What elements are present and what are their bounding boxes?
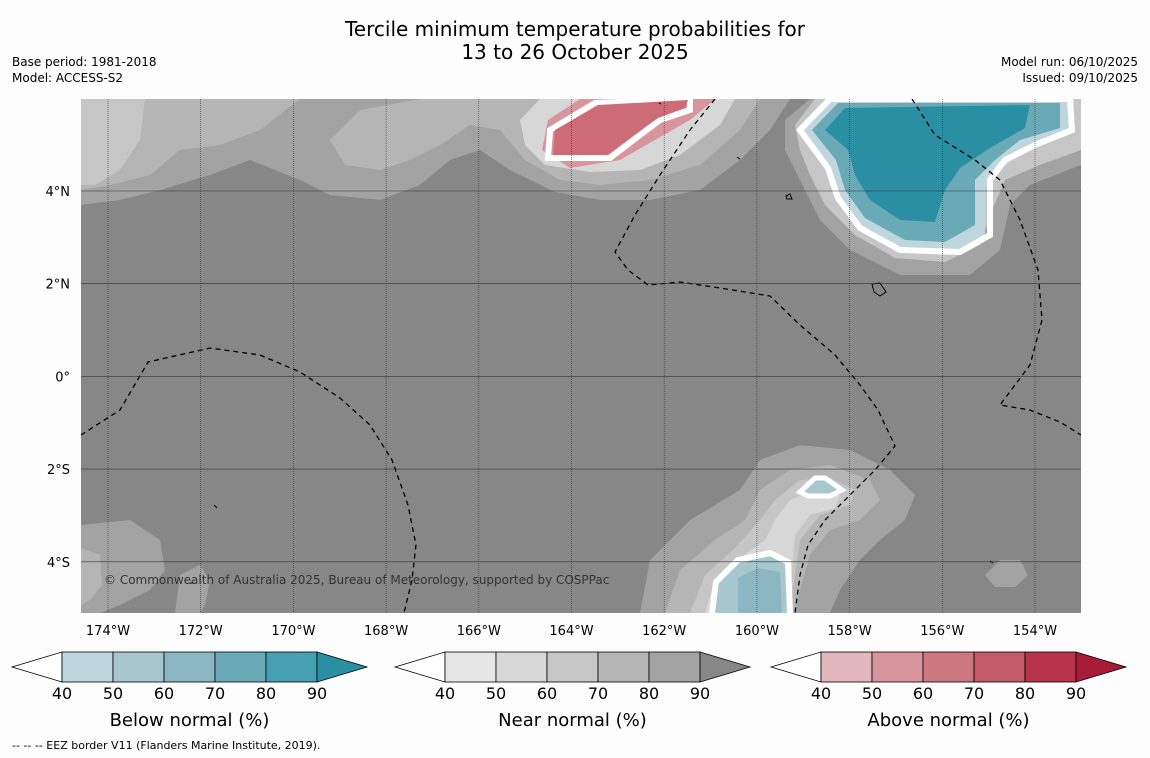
legends: 40 50 60 70 80 90 Below normal (%) 40 50 60 70 80 90… bbox=[10, 651, 1128, 731]
model-name: Model: ACCESS-S2 bbox=[12, 71, 124, 85]
colorbar-tick-label: 70 bbox=[205, 684, 225, 703]
colorbar-segment bbox=[444, 651, 497, 683]
colorbar-3: 40 50 60 70 80 90 Above normal (%) bbox=[769, 651, 1128, 731]
colorbar-segment bbox=[61, 651, 114, 683]
colorbar-low-extension bbox=[393, 651, 446, 683]
longitude-tick-label: 164°W bbox=[549, 624, 593, 639]
colorbar-segment bbox=[973, 651, 1026, 683]
longitude-tick-label: 160°W bbox=[735, 624, 779, 639]
longitude-tick-label: 162°W bbox=[642, 624, 686, 639]
above-normal-contour bbox=[544, 99, 693, 161]
latitude-tick-label: 2°N bbox=[46, 278, 71, 293]
colorbar-tick-label: 40 bbox=[52, 684, 72, 703]
colorbar-tick-label: 50 bbox=[103, 684, 123, 703]
longitude-tick-label: 156°W bbox=[920, 624, 964, 639]
metadata-right: Model run: 06/10/2025 Issued: 09/10/2025 bbox=[1001, 54, 1138, 86]
model-run-date: Model run: 06/10/2025 bbox=[1000, 55, 1138, 69]
colorbar-tick-label: 90 bbox=[1066, 684, 1086, 703]
longitude-tick-label: 168°W bbox=[364, 624, 408, 639]
chart-title: Tercile minimum temperature probabilitie… bbox=[0, 18, 1150, 64]
island-marker-1 bbox=[785, 193, 793, 200]
below-normal-region-small bbox=[795, 475, 847, 499]
colorbar-tick-label: 90 bbox=[690, 684, 710, 703]
eez-footnote: -- -- -- EEZ border V11 (Flanders Marine… bbox=[12, 739, 321, 752]
near-normal-region-70 bbox=[81, 99, 145, 185]
island-marker-7 bbox=[658, 102, 662, 105]
colorbar-tick-label: 60 bbox=[913, 684, 933, 703]
longitude-tick-label: 172°W bbox=[179, 624, 223, 639]
colorbar-low-extension bbox=[10, 651, 63, 683]
longitude-tick-label: 166°W bbox=[457, 624, 501, 639]
longitude-tick-label: 170°W bbox=[271, 624, 315, 639]
colorbar-segment bbox=[112, 651, 165, 683]
colorbar-segment bbox=[922, 651, 975, 683]
colorbar-segment bbox=[648, 651, 701, 683]
below-normal-contour-south bbox=[709, 549, 793, 613]
title-line-2: 13 to 26 October 2025 bbox=[461, 40, 689, 64]
colorbar-label: Below normal (%) bbox=[110, 710, 270, 731]
colorbar-label: Near normal (%) bbox=[498, 710, 647, 731]
longitude-labels: 174°W 172°W 170°W 168°W 166°W 164°W 162°W 160°W… bbox=[86, 624, 1057, 639]
colorbar-high-extension bbox=[316, 651, 369, 683]
near-normal-region-small-island bbox=[175, 565, 210, 613]
island-marker-2 bbox=[871, 282, 887, 297]
latitude-labels: 4°N 2°N 0° 2°S 4°S bbox=[46, 185, 71, 571]
colorbar-segment bbox=[546, 651, 599, 683]
near-normal-region-southwest-inner bbox=[81, 548, 102, 613]
longitude-tick-label: 174°W bbox=[86, 624, 130, 639]
colorbar-tick-label: 70 bbox=[964, 684, 984, 703]
colorbar-segment bbox=[597, 651, 650, 683]
colorbar-segment bbox=[214, 651, 267, 683]
graticule bbox=[81, 99, 1081, 613]
colorbar-high-extension bbox=[699, 651, 752, 683]
colorbar-tick-label: 80 bbox=[256, 684, 276, 703]
colorbar-tick-label: 50 bbox=[486, 684, 506, 703]
near-normal-region-southwest bbox=[81, 520, 165, 613]
colorbar-segment bbox=[1024, 651, 1077, 683]
longitude-tick-label: 158°W bbox=[828, 624, 872, 639]
colorbar-tick-label: 60 bbox=[154, 684, 174, 703]
metadata-left: Base period: 1981-2018 Model: ACCESS-S2 bbox=[12, 54, 157, 86]
eez-border-west bbox=[81, 347, 417, 613]
below-normal-region-south-inner bbox=[738, 568, 782, 613]
title-line-1: Tercile minimum temperature probabilitie… bbox=[344, 17, 806, 41]
colorbar-tick-label: 60 bbox=[537, 684, 557, 703]
latitude-tick-label: 4°N bbox=[46, 185, 71, 200]
colorbar-label: Above normal (%) bbox=[867, 710, 1029, 731]
colorbar-segment bbox=[871, 651, 924, 683]
longitude-tick-label: 154°W bbox=[1013, 624, 1057, 639]
colorbar-tick-label: 90 bbox=[307, 684, 327, 703]
near-normal-region-southeast bbox=[985, 560, 1028, 587]
colorbar-tick-label: 50 bbox=[862, 684, 882, 703]
below-normal-contour bbox=[796, 99, 1076, 256]
island-marker-3 bbox=[736, 156, 741, 160]
eez-borders bbox=[81, 99, 1081, 613]
colorbar-tick-label: 40 bbox=[435, 684, 455, 703]
colorbar-2: 40 50 60 70 80 90 Near normal (%) bbox=[393, 651, 752, 731]
latitude-tick-label: 0° bbox=[55, 370, 70, 385]
below-normal-region-90 bbox=[825, 105, 1030, 222]
issued-date: Issued: 09/10/2025 bbox=[1022, 71, 1138, 85]
latitude-tick-label: 4°S bbox=[47, 556, 70, 571]
colorbar-segment bbox=[495, 651, 548, 683]
above-normal-region-70 bbox=[553, 100, 688, 155]
colorbar-tick-label: 80 bbox=[639, 684, 659, 703]
base-period: Base period: 1981-2018 bbox=[12, 55, 157, 69]
colorbar-tick-label: 70 bbox=[588, 684, 608, 703]
colorbar-segment bbox=[265, 651, 318, 683]
colorbar-high-extension bbox=[1075, 651, 1128, 683]
island-marker-4 bbox=[213, 504, 218, 509]
eez-border-central bbox=[614, 99, 896, 613]
latitude-tick-label: 2°S bbox=[47, 463, 70, 478]
colorbar-tick-label: 40 bbox=[811, 684, 831, 703]
map-area: © Commonwealth of Australia 2025, Bureau… bbox=[81, 99, 1081, 613]
colorbar-segment bbox=[163, 651, 216, 683]
eez-border-east bbox=[911, 99, 1081, 436]
colorbar-low-extension bbox=[769, 651, 822, 683]
colorbar-tick-label: 80 bbox=[1015, 684, 1035, 703]
colorbar-segment bbox=[820, 651, 873, 683]
colorbar-1: 40 50 60 70 80 90 Below normal (%) bbox=[10, 651, 369, 731]
copyright-notice: © Commonwealth of Australia 2025, Bureau… bbox=[104, 573, 609, 587]
